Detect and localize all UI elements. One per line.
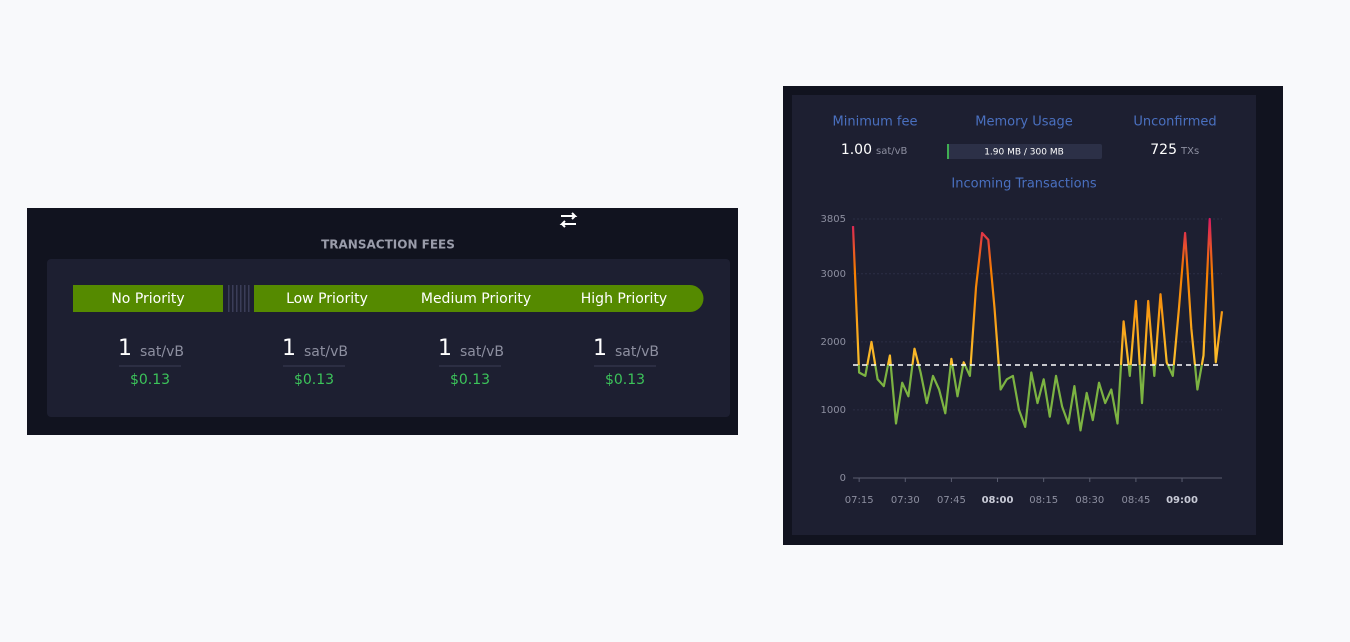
x-tick-label: 08:15: [1029, 495, 1058, 506]
y-tick-label: 1000: [821, 405, 846, 416]
priority-bar: [254, 285, 704, 312]
stat-label: Unconfirmed: [1133, 115, 1216, 130]
x-tick-label: 07:45: [937, 495, 966, 506]
stat-value: 725: [1150, 142, 1177, 158]
tier-unit: sat/vB: [460, 344, 504, 360]
x-tick-label: 08:45: [1121, 495, 1150, 506]
tier-usd: $0.13: [294, 372, 334, 388]
stat-unit: TXs: [1180, 146, 1199, 157]
tier-name: Low Priority: [286, 291, 368, 307]
chart-title: Incoming Transactions: [951, 177, 1096, 192]
y-tick-label: 0: [840, 473, 846, 484]
tier-name: Medium Priority: [421, 291, 531, 307]
tier-name: No Priority: [111, 291, 184, 307]
y-tick-label: 3805: [821, 214, 846, 225]
tier-usd: $0.13: [605, 372, 645, 388]
swap-icon[interactable]: [559, 212, 578, 228]
memory-text: 1.90 MB / 300 MB: [984, 148, 1064, 158]
x-tick-label: 09:00: [1166, 495, 1198, 506]
stat-value: 1.00: [841, 142, 872, 158]
no-priority-bar: [73, 285, 223, 312]
tier-usd: $0.13: [130, 372, 170, 388]
y-tick-label: 2000: [821, 337, 846, 348]
tier-usd: $0.13: [450, 372, 490, 388]
x-tick-label: 07:15: [845, 495, 874, 506]
tier-unit: sat/vB: [140, 344, 184, 360]
tier-rate: 1: [593, 336, 607, 361]
tier-rate: 1: [282, 336, 296, 361]
mempool-box: [792, 95, 1256, 535]
stat-label: Memory Usage: [975, 115, 1073, 130]
fees-title: TRANSACTION FEES: [321, 238, 455, 252]
memory-bar: [947, 144, 1102, 159]
stat-label: Minimum fee: [833, 115, 918, 130]
x-tick-label: 08:00: [982, 495, 1014, 506]
tier-name: High Priority: [581, 291, 667, 307]
stat-unit: sat/vB: [876, 146, 908, 157]
bar-gap: [226, 285, 252, 312]
tier-rate: 1: [438, 336, 452, 361]
x-tick-label: 07:30: [891, 495, 920, 506]
memory-fill: [947, 144, 949, 159]
fees-box: [47, 259, 730, 417]
line: [851, 217, 1224, 432]
tier-rate: 1: [118, 336, 132, 361]
x-tick-label: 08:30: [1075, 495, 1104, 506]
y-tick-label: 3000: [821, 269, 846, 280]
tier-unit: sat/vB: [615, 344, 659, 360]
tier-unit: sat/vB: [304, 344, 348, 360]
